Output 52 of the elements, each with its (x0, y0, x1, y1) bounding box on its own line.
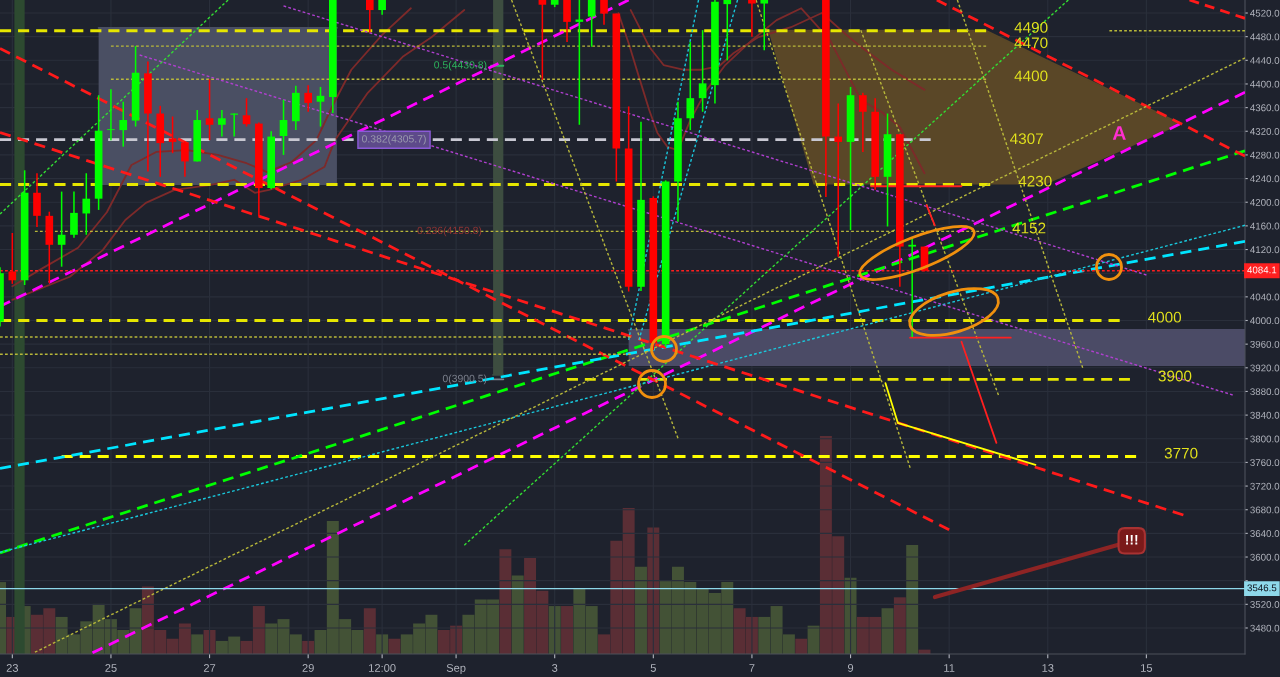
x-tick-label: 5 (650, 664, 656, 672)
annotation: 3770 (1164, 447, 1198, 459)
x-tick-label: Sep (446, 664, 466, 675)
annotation: 4400 (1014, 70, 1048, 82)
y-tick-label: 4200.0 (1250, 198, 1280, 206)
y-tick-label: 3800.0 (1250, 435, 1280, 443)
y-tick-label: 4440.0 (1250, 57, 1280, 64)
annotation: 0.382(4305.7) (361, 134, 426, 145)
y-tick-label: 4240.0 (1250, 175, 1280, 183)
annotation: 3900 (1158, 370, 1192, 382)
y-tick-label: 4040.0 (1250, 293, 1280, 301)
y-tick-label: 3920.0 (1250, 364, 1280, 372)
y-tick-label: 4320.0 (1250, 128, 1280, 135)
annotation: 0(3900.5) (442, 374, 487, 385)
y-tick-label: 3760.0 (1250, 459, 1280, 467)
x-tick-label: 3 (552, 664, 558, 672)
annotation: 4152 (1012, 222, 1046, 234)
y-tick-label: 3720.0 (1250, 482, 1280, 490)
annotation: !!! (1126, 534, 1138, 545)
x-tick-label: 15 (1141, 664, 1153, 672)
x-tick-label: 29 (302, 664, 314, 672)
y-tick-label: 4000.0 (1250, 317, 1280, 325)
series-label: A (1112, 126, 1126, 140)
y-tick-label: 3520.0 (1250, 601, 1280, 608)
ref-line-label: 4084.1 (1247, 266, 1277, 274)
annotation: 4490 (1014, 22, 1048, 33)
x-tick-label: 9 (847, 664, 854, 672)
y-tick-label: 3840.0 (1250, 411, 1280, 419)
x-tick-label: 27 (203, 664, 216, 672)
y-tick-label: 4160.0 (1250, 222, 1280, 230)
annotation: 4230 (1018, 175, 1052, 187)
ref-line-label: 3546.5 (1247, 584, 1277, 592)
y-tick-label: 3960.0 (1250, 340, 1280, 348)
y-tick-label: 4280.0 (1250, 151, 1280, 159)
y-tick-label: 3640.0 (1250, 530, 1280, 537)
x-tick-label: 25 (105, 664, 117, 672)
y-tick-label: 4360.0 (1250, 104, 1280, 112)
y-tick-label: 4400.0 (1250, 80, 1280, 88)
y-tick-label: 4120.0 (1250, 246, 1280, 254)
x-tick-label: 12:00 (369, 664, 396, 672)
y-tick-label: 4520.0 (1250, 9, 1280, 17)
x-tick-label: 7 (749, 664, 755, 672)
y-tick-label: 3880.0 (1250, 388, 1280, 396)
x-tick-label: 11 (944, 664, 955, 672)
x-tick-label: 23 (6, 664, 19, 672)
y-tick-label: 3600.0 (1250, 553, 1280, 561)
y-tick-label: 3480.0 (1250, 624, 1280, 632)
annotation: 4000 (1148, 311, 1182, 323)
y-tick-label: 3680.0 (1250, 506, 1280, 514)
annotation: 4307 (1010, 133, 1043, 145)
x-tick-label: 13 (1042, 664, 1054, 672)
y-tick-label: 4480.0 (1250, 33, 1280, 41)
